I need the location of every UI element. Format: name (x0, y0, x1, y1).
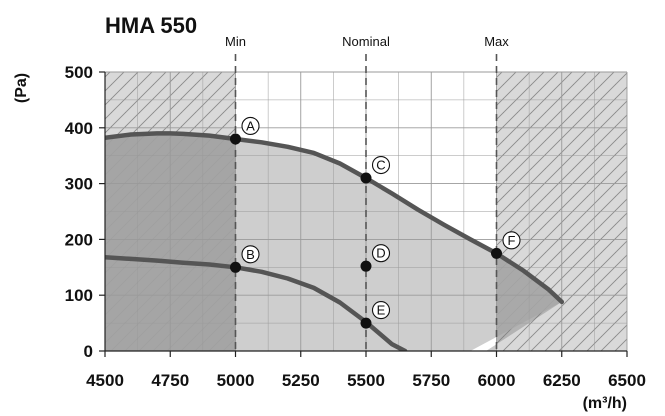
y-tick-label: 300 (65, 175, 93, 194)
y-tick-label: 500 (65, 63, 93, 82)
data-point-label-e: E (377, 303, 386, 318)
data-point-label-b: B (246, 247, 255, 262)
data-point-badge-e (371, 301, 391, 320)
region-overlay-right (486, 253, 562, 351)
x-tick-label: 5000 (217, 371, 255, 390)
x-tick-label: 4500 (86, 371, 124, 390)
y-tick-label: 0 (84, 342, 93, 361)
y-tick-label: 200 (65, 230, 93, 249)
data-point-label-f: F (508, 233, 516, 248)
data-point-badge-c (371, 155, 391, 175)
data-point-b (230, 261, 241, 273)
x-tick-label: 5750 (412, 371, 450, 390)
x-tick-label: 6000 (478, 371, 516, 390)
chart-title: HMA 550 (105, 13, 197, 38)
x-tick-label: 6500 (608, 371, 646, 390)
marker-label-max: Max (484, 34, 509, 49)
marker-label-min: Min (225, 34, 246, 49)
data-point-a (230, 133, 241, 145)
data-point-e (360, 317, 372, 329)
x-tick-label: 4750 (151, 371, 189, 390)
y-tick-label: 100 (65, 286, 93, 305)
data-point-d (360, 260, 372, 272)
x-tick-label: 5250 (282, 371, 320, 390)
data-point-label-c: C (376, 158, 385, 173)
data-point-label-a: A (246, 118, 255, 133)
x-axis-label: (m³/h) (583, 395, 627, 412)
data-point-label-d: D (376, 246, 385, 261)
data-point-badge-a (241, 116, 260, 136)
y-axis-label: (Pa) (13, 73, 30, 103)
x-tick-label: 6250 (543, 371, 581, 390)
data-point-f (491, 247, 502, 259)
data-point-c (360, 172, 372, 184)
data-point-badge-f (502, 231, 521, 250)
x-tick-label: 5500 (347, 371, 385, 390)
marker-label-nominal: Nominal (342, 34, 390, 49)
y-tick-label: 400 (65, 119, 93, 138)
data-point-badge-b (241, 245, 260, 264)
data-point-badge-d (371, 244, 391, 263)
